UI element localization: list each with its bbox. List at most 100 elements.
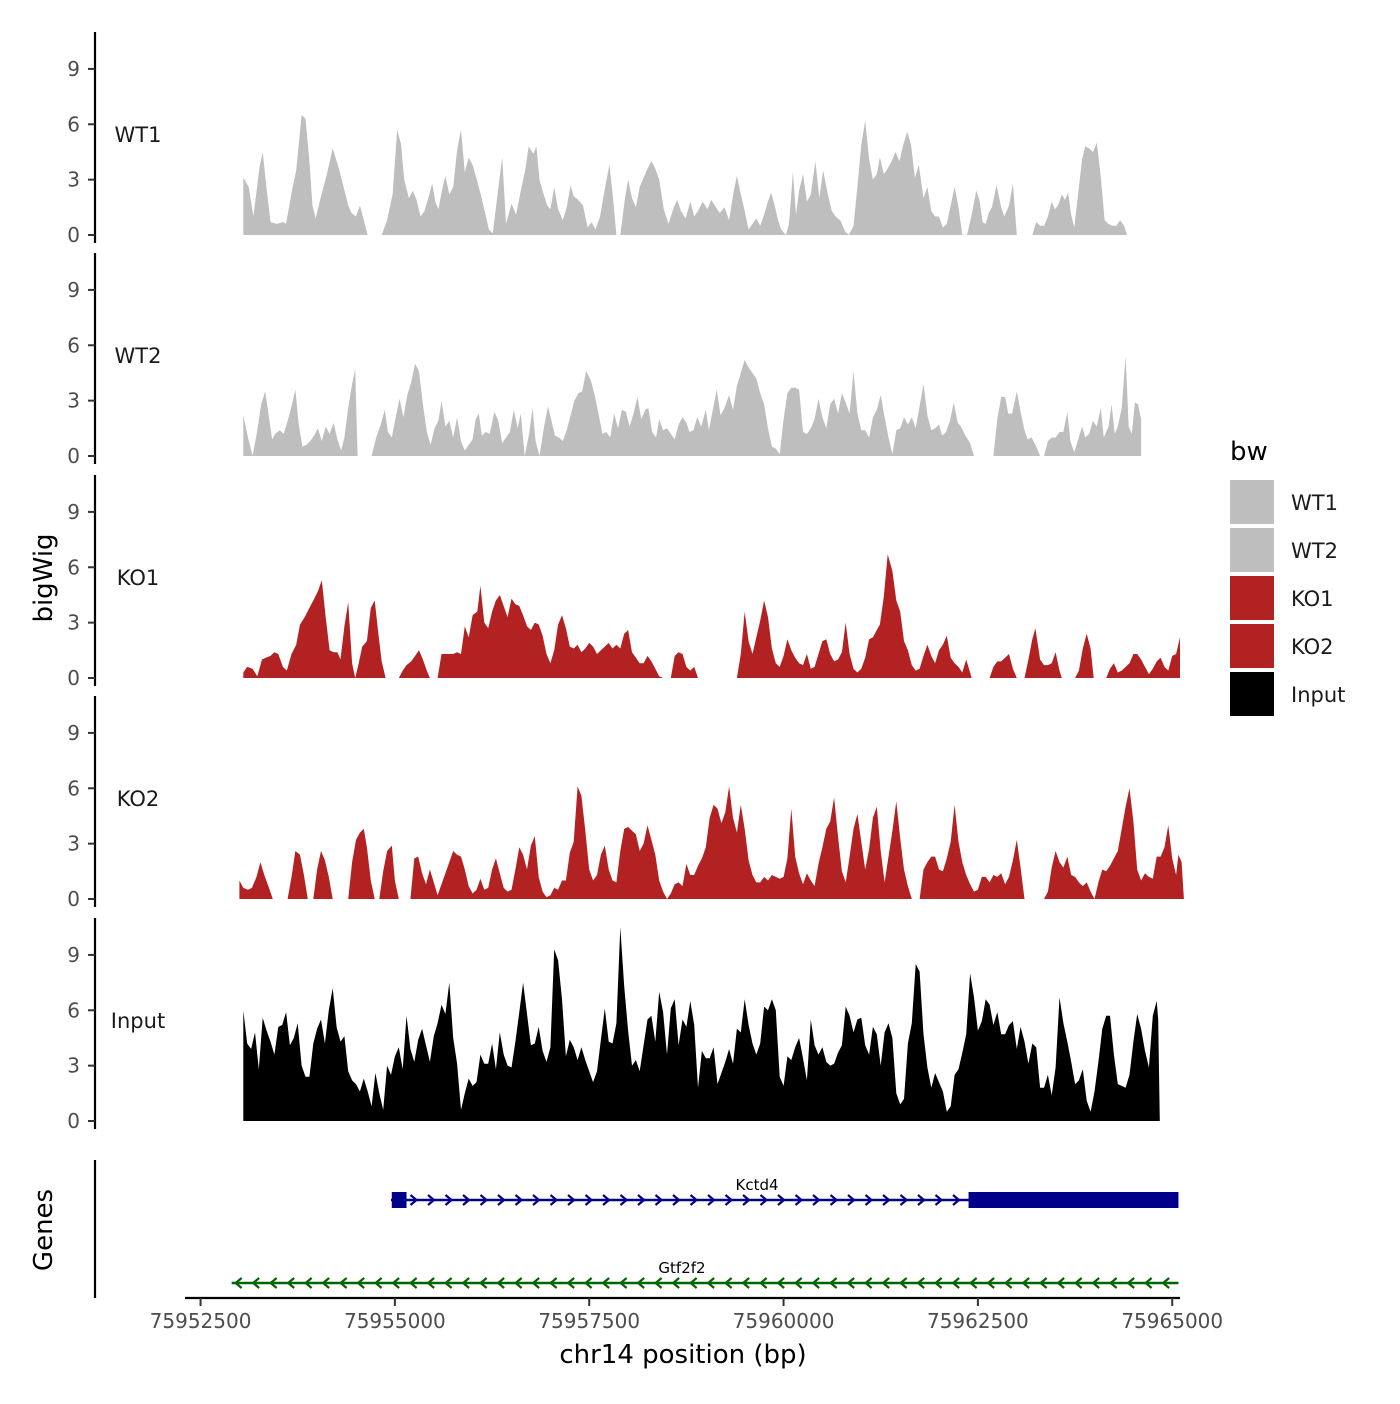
strand-arrow [514,1194,524,1206]
strand-arrow [618,1277,628,1289]
strand-arrow [619,1194,629,1206]
coverage-area-ko1 [243,554,1181,678]
strand-arrow [584,1194,594,1206]
y-tick-label: 6 [67,776,80,800]
strand-arrow [723,1277,733,1289]
strand-arrow [793,1277,803,1289]
strand-arrow [549,1194,559,1206]
strand-arrow [846,1277,855,1289]
track-label: KO2 [117,787,160,811]
exon [968,1192,1179,1208]
strand-arrow [268,1277,278,1289]
x-axis-title: chr14 position (bp) [559,1340,806,1370]
strand-arrow [1161,1277,1170,1289]
gene-gtf2f2: Gtf2f2 [231,1259,1179,1289]
legend-key-wt1 [1230,480,1274,524]
strand-arrow [882,1194,891,1206]
strand-arrow [303,1277,313,1289]
y-tick-label: 9 [67,943,80,967]
legend-key-wt2 [1230,528,1274,572]
strand-arrow [706,1277,715,1289]
strand-arrow [1021,1277,1030,1289]
y-tick-label: 6 [67,555,80,579]
genes-panel: Kctd4 Gtf2f2 [93,1160,1179,1298]
y-tick-label: 3 [67,168,80,192]
track-label: WT1 [115,123,162,147]
strand-arrow [1108,1277,1118,1289]
x-axis: 75952500 75955000 75957500 75960000 75962500… [150,1296,1223,1333]
strand-arrow [707,1194,716,1206]
strand-arrow [531,1277,540,1289]
legend-label: KO1 [1291,587,1334,611]
strand-arrow [1056,1277,1065,1289]
strand-arrow [847,1194,856,1206]
strand-arrow [917,1194,926,1206]
strand-arrow [968,1277,978,1289]
strand-arrow [583,1277,593,1289]
y-tick-label: 3 [67,611,80,635]
coverage-area-ko2 [239,786,1184,899]
strand-arrow [443,1277,453,1289]
coverage-area-input [243,927,1160,1121]
strand-arrow [479,1194,489,1206]
legend: bw WT1 WT2 KO1 KO2 Input [1230,437,1345,716]
strand-arrow [777,1194,786,1206]
strand-arrow [688,1277,698,1289]
y-tick-label: 9 [67,278,80,302]
strand-arrow [829,1194,839,1206]
exon [391,1192,407,1208]
strand-arrow [672,1194,681,1206]
strand-arrow [1073,1277,1083,1289]
gene-kctd4: Kctd4 [390,1176,1179,1208]
strand-arrow [567,1194,576,1206]
strand-arrow [391,1277,400,1289]
strand-arrow [934,1194,944,1206]
strand-arrow [478,1277,488,1289]
strand-arrow [881,1277,890,1289]
y-tick-label: 0 [67,444,80,468]
legend-label: KO2 [1291,635,1334,659]
strand-arrow [497,1194,506,1206]
x-tick-label: 75965000 [1121,1309,1223,1333]
y-tick-label: 9 [67,500,80,524]
strand-arrow [1038,1277,1048,1289]
strand-arrow [548,1277,558,1289]
legend-label: WT2 [1291,539,1338,563]
y-tick-label: 6 [67,998,80,1022]
strand-arrow [952,1194,961,1206]
strand-arrow [759,1194,769,1206]
strand-arrow [724,1194,734,1206]
strand-arrow [899,1194,909,1206]
strand-arrow [513,1277,523,1289]
y-tick-label: 3 [67,832,80,856]
strand-arrow [828,1277,838,1289]
strand-arrow [601,1277,610,1289]
strand-arrow [898,1277,908,1289]
y-tick-label: 3 [67,1054,80,1078]
strand-arrow [251,1277,260,1289]
strand-arrow [811,1277,820,1289]
track-wt2: 0 3 6 9 WT2 [67,253,1142,468]
strand-arrow [742,1194,751,1206]
y-tick-label: 9 [67,57,80,81]
strand-arrow [794,1194,804,1206]
track-ko1: 0 3 6 9 KO1 [67,475,1181,690]
strand-arrow [444,1194,454,1206]
legend-label: Input [1291,683,1345,707]
legend-key-ko2 [1230,624,1274,668]
y-tick-label: 0 [67,887,80,911]
strand-arrow [496,1277,505,1289]
track-input: 0 3 6 9 Input [67,918,1160,1133]
y-tick-label: 6 [67,112,80,136]
strand-arrow [671,1277,680,1289]
strand-arrow [602,1194,611,1206]
strand-arrow [1003,1277,1013,1289]
strand-arrow [654,1194,664,1206]
legend-title: bw [1230,437,1268,467]
x-tick-label: 75960000 [733,1309,835,1333]
strand-arrow [233,1277,243,1289]
x-tick-label: 75957500 [538,1309,640,1333]
strand-arrow [916,1277,925,1289]
